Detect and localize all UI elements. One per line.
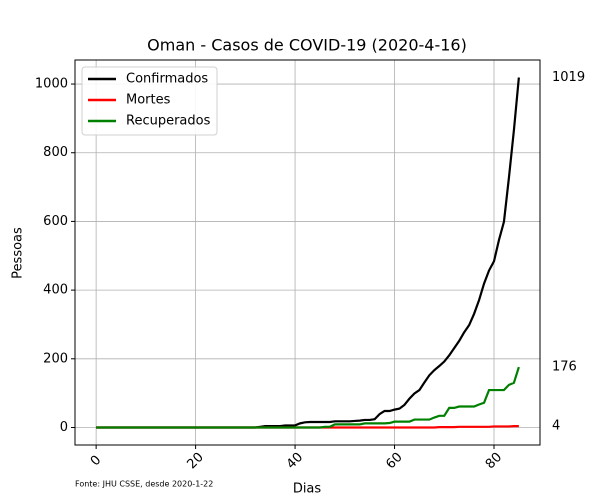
end-value-label: 1019 — [552, 70, 585, 85]
legend-label: Mortes — [126, 93, 171, 108]
y-tick-label: 800 — [43, 145, 68, 160]
y-tick-label: 600 — [43, 214, 68, 229]
y-tick-label: 0 — [60, 420, 68, 435]
end-value-label: 176 — [552, 360, 577, 375]
legend-label: Recuperados — [126, 114, 211, 129]
y-tick-label: 400 — [43, 283, 68, 298]
y-axis-label: Pessoas — [11, 227, 26, 279]
chart-title: Oman - Casos de COVID-19 (2020-4-16) — [147, 36, 467, 55]
plot-frame — [74, 59, 541, 446]
series-line — [96, 366, 520, 429]
footnote: Fonte: JHU CSSE, desde 2020-1-22 — [75, 480, 213, 489]
legend-box — [81, 66, 218, 136]
end-value-label: 4 — [552, 419, 560, 434]
y-tick-label: 1000 — [35, 77, 68, 92]
legend-label: Confirmados — [126, 72, 208, 87]
x-axis-label: Dias — [293, 482, 322, 497]
y-tick-label: 200 — [43, 351, 68, 366]
